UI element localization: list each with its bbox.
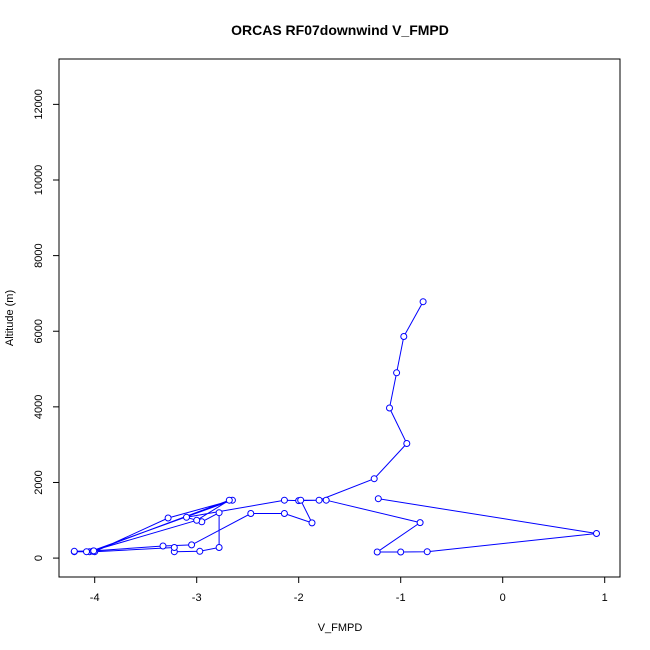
data-point: [370, 475, 378, 483]
data-point: [196, 547, 204, 555]
y-tick-label: 0: [33, 555, 45, 561]
data-point: [83, 548, 90, 556]
y-tick-label: 2000: [33, 470, 45, 494]
data-point: [322, 496, 330, 504]
y-tick-label: 4000: [33, 395, 45, 419]
data-point: [159, 542, 167, 550]
data-point: [403, 440, 411, 447]
data-point: [215, 509, 223, 517]
data-point: [419, 298, 427, 306]
y-tick-label: 12000: [33, 89, 45, 120]
data-point: [280, 496, 288, 504]
x-tick-label: 1: [602, 592, 608, 604]
y-axis: 0 2000 4000 6000 8000 10000 12000: [33, 89, 59, 561]
chart-title: ORCAS RF07downwind V_FMPD: [231, 22, 449, 38]
x-axis: -4 -3 -2 -1 0 1: [90, 577, 608, 604]
data-point: [308, 519, 316, 527]
x-axis-label: V_FMPD: [318, 622, 363, 634]
data-point: [386, 404, 393, 412]
data-point: [225, 496, 233, 504]
data-point: [374, 495, 382, 503]
plot-frame: [58, 58, 621, 578]
x-tick-label: 0: [500, 592, 506, 604]
data-point: [280, 510, 288, 517]
x-tick-label: -2: [294, 592, 304, 604]
data-point: [393, 369, 401, 377]
x-tick-label: -1: [396, 592, 406, 604]
data-point: [183, 513, 190, 521]
data-point: [188, 541, 196, 549]
data-point: [247, 510, 255, 517]
data-point: [423, 548, 431, 556]
y-tick-label: 10000: [33, 165, 45, 196]
data-point: [315, 496, 323, 504]
data-point: [416, 519, 424, 527]
data-point: [593, 530, 600, 537]
data-point: [397, 548, 405, 556]
data-point: [215, 544, 223, 551]
data-point: [164, 514, 172, 522]
x-tick-label: -3: [192, 592, 202, 604]
data-point: [193, 516, 201, 524]
data-point: [170, 544, 178, 551]
data-point: [400, 333, 408, 340]
series-line: [73, 301, 597, 553]
data-point: [70, 547, 78, 555]
y-tick-label: 6000: [33, 319, 45, 343]
x-tick-label: -4: [90, 592, 100, 604]
y-tick-label: 8000: [33, 243, 45, 267]
data-point: [90, 547, 98, 555]
data-point: [297, 496, 305, 504]
data-point: [373, 548, 381, 556]
plot-area: [70, 298, 600, 556]
y-axis-label: Altitude (m): [4, 290, 16, 346]
